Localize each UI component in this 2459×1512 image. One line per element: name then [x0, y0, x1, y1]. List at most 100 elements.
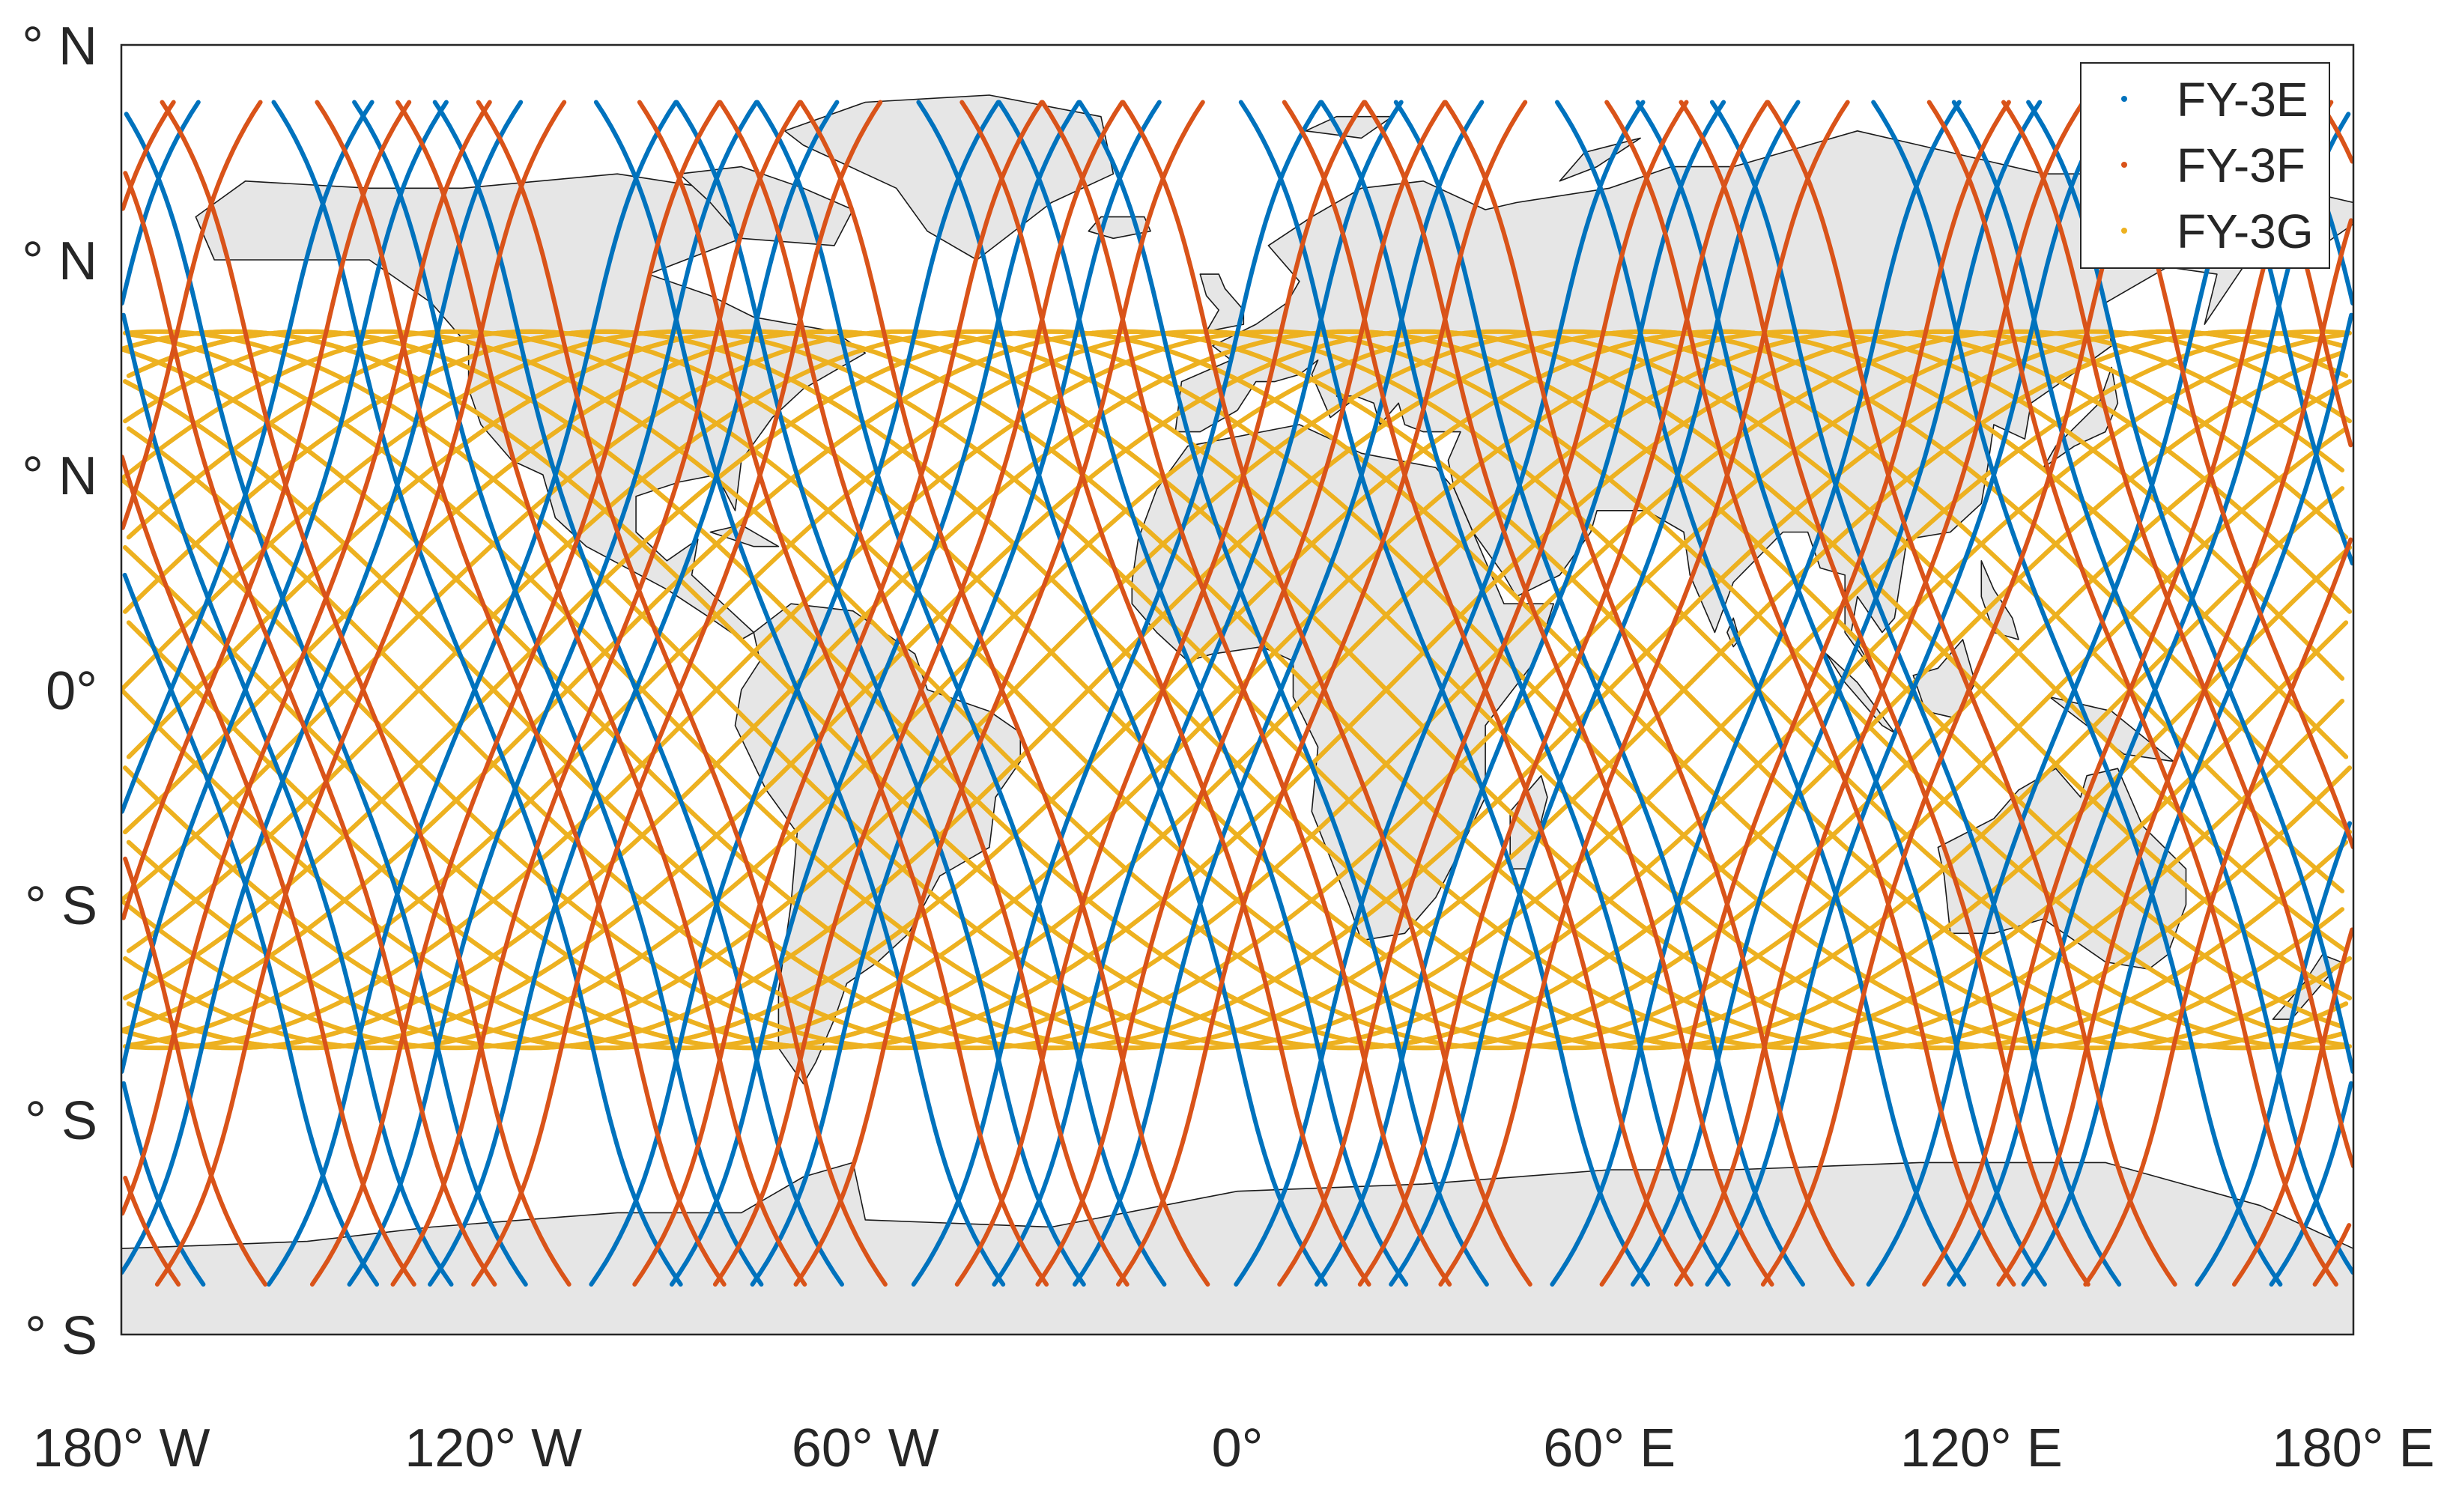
track-fy-3e: [121, 100, 201, 306]
track-fy-3e: [1947, 112, 2351, 1287]
track-fy-3f: [954, 100, 1366, 1287]
track-fy-3g: [126, 687, 422, 953]
track-fy-3e: [593, 100, 1006, 1287]
track-fy-3f: [471, 100, 883, 1287]
track-fy-3f: [123, 856, 268, 1287]
track-fy-3g: [714, 332, 2349, 1051]
track-fy-3g: [121, 329, 1463, 903]
track-fy-3e: [1709, 100, 2122, 1287]
track-fy-3f: [121, 455, 416, 1287]
track-fy-3f: [154, 100, 567, 1287]
track-fy-3f: [2312, 1223, 2352, 1287]
track-fy-3f: [309, 100, 722, 1287]
landmass-baffin: [679, 166, 854, 246]
track-fy-3f: [395, 100, 807, 1287]
track-fy-3g: [1979, 379, 2352, 692]
track-fy-3f: [798, 100, 1210, 1287]
track-fy-3f: [390, 100, 802, 1287]
y-tick-label: ° S: [25, 1306, 97, 1366]
legend-marker-fy-3g: [2121, 228, 2127, 234]
track-fy-3g: [126, 426, 422, 692]
track-fy-3f: [1926, 100, 2338, 1287]
track-fy-3f: [2232, 927, 2353, 1287]
track-fy-3g: [123, 687, 496, 1001]
track-fy-3e: [992, 100, 1404, 1287]
landmass-novaya-zemlya: [1559, 137, 1641, 182]
track-fy-3g: [126, 329, 1761, 1048]
track-fy-3g: [126, 620, 198, 692]
track-fy-3e: [347, 100, 759, 1287]
track-fy-3f: [1040, 100, 1452, 1287]
track-fy-3g: [126, 329, 1091, 692]
track-fy-3f: [1443, 100, 1855, 1287]
track-fy-3e: [352, 100, 764, 1287]
x-tick-label: 60° E: [1543, 1418, 1676, 1478]
track-fy-3f: [121, 100, 176, 211]
track-fy-3g: [1979, 687, 2352, 1001]
legend: FY-3E FY-3F FY-3G: [2080, 62, 2330, 269]
track-fy-3e: [121, 100, 449, 1074]
satellite-track-layer: [121, 100, 2353, 1287]
track-fy-3g: [123, 329, 2058, 1051]
track-fy-3f: [123, 171, 497, 1287]
track-fy-3f: [1679, 100, 2090, 1287]
track-fy-3f: [1277, 100, 1689, 1287]
track-fy-3e: [124, 112, 528, 1287]
landmass-philippines: [1980, 559, 2019, 640]
track-fy-3g: [789, 329, 2345, 1030]
track-fy-3f: [1282, 100, 1694, 1287]
track-fy-3e: [1871, 100, 2283, 1287]
track-fy-3f: [1357, 100, 1770, 1287]
track-fy-3g: [1458, 687, 2345, 1051]
track-fy-3e: [1234, 100, 1646, 1287]
track-fy-3f: [121, 100, 263, 530]
track-fy-3e: [271, 100, 683, 1287]
track-fy-3e: [1238, 100, 1651, 1287]
y-tick-label: ° S: [25, 876, 97, 936]
track-fy-3g: [123, 379, 496, 692]
legend-label-fy-3f: FY-3F: [2177, 139, 2305, 192]
x-tick-label: 180° W: [33, 1418, 210, 1478]
track-fy-3f: [476, 100, 888, 1287]
track-fy-3g: [123, 329, 2058, 1051]
track-fy-3g: [714, 329, 2349, 1048]
track-fy-3f: [1362, 100, 1774, 1287]
track-series-fy-3f: [121, 100, 2353, 1287]
track-fy-3e: [1073, 100, 1485, 1287]
track-fy-3e: [1319, 100, 1731, 1287]
track-fy-3e: [1631, 100, 2043, 1287]
track-fy-3f: [1116, 100, 1528, 1287]
track-fy-3e: [997, 100, 1409, 1287]
track-fy-3f: [712, 100, 1125, 1287]
track-fy-3g: [2276, 687, 2349, 759]
track-fy-3e: [1389, 100, 1801, 1287]
track-fy-3f: [1121, 100, 1532, 1287]
track-fy-3g: [126, 687, 198, 759]
track-fy-3f: [718, 100, 1130, 1287]
track-fy-3f: [632, 100, 1044, 1287]
track-fy-3e: [122, 572, 380, 1287]
track-fy-3f: [315, 100, 727, 1287]
x-tick-label: 0°: [1212, 1418, 1264, 1478]
track-fy-3g: [126, 687, 1091, 1051]
y-tick-label: ° S: [25, 1091, 97, 1151]
track-fy-3e: [670, 100, 1082, 1287]
track-fy-3f: [121, 100, 412, 920]
x-tick-label: 120° W: [404, 1418, 582, 1478]
landmass-greenland: [783, 94, 1115, 261]
x-tick-label: 120° E: [1900, 1418, 2063, 1478]
track-fy-3f: [637, 100, 1049, 1287]
track-fy-3f: [1922, 100, 2334, 1287]
track-fy-3f: [121, 100, 492, 1216]
x-axis-tick-labels: 180° W 120° W 60° W 0° 60° E 120° E 180° E: [33, 1418, 2435, 1478]
track-fy-3g: [491, 329, 2349, 1051]
track-fy-3e: [1866, 100, 2278, 1287]
track-fy-3e: [1550, 100, 1962, 1287]
track-fy-3g: [1756, 329, 2352, 692]
track-fy-3e: [121, 100, 375, 814]
y-tick-label: ° N: [22, 16, 97, 76]
x-tick-label: 60° W: [792, 1418, 939, 1478]
y-axis-tick-labels: ° N ° N ° N 0° ° S ° S ° S: [22, 16, 97, 1366]
track-fy-3g: [126, 332, 1761, 1051]
